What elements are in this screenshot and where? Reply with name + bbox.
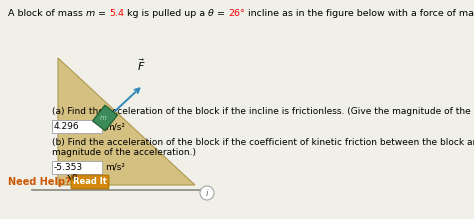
Text: θ: θ [72,174,78,183]
Text: $\vec{F}$: $\vec{F}$ [137,57,145,73]
Text: 26°: 26° [228,9,245,18]
Text: =: = [95,9,109,18]
Text: 5.4: 5.4 [109,9,124,18]
Text: Read It: Read It [73,178,107,187]
Text: A block of mass: A block of mass [8,9,86,18]
Polygon shape [92,105,118,131]
FancyBboxPatch shape [52,120,102,133]
Text: kg is pulled up a: kg is pulled up a [124,9,208,18]
FancyBboxPatch shape [52,161,102,174]
FancyBboxPatch shape [71,175,109,189]
Text: i: i [206,189,208,198]
Circle shape [200,186,214,200]
Text: m/s²: m/s² [105,163,125,172]
Text: -5.353: -5.353 [54,163,83,172]
Text: incline as in the figure below with a force of magnitude: incline as in the figure below with a fo… [245,9,474,18]
Text: m/s²: m/s² [105,122,125,131]
Text: (b) Find the acceleration of the block if the coefficient of kinetic friction be: (b) Find the acceleration of the block i… [52,138,474,147]
Polygon shape [58,58,195,185]
Text: (a) Find the acceleration of the block if the incline is frictionless. (Give the: (a) Find the acceleration of the block i… [52,107,474,116]
Text: magnitude of the acceleration.): magnitude of the acceleration.) [52,148,196,157]
Text: Need Help?: Need Help? [8,177,71,187]
Text: θ: θ [208,9,214,18]
Text: =: = [214,9,228,18]
Text: m: m [86,9,95,18]
Text: m: m [100,115,107,121]
Text: 4.296: 4.296 [54,122,80,131]
